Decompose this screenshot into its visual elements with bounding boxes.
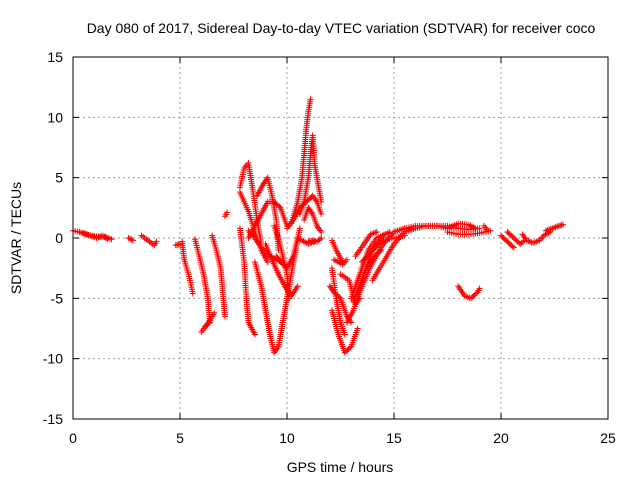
data-point [224, 209, 231, 216]
data-point [378, 247, 385, 254]
x-tick-label: 10 [279, 430, 295, 446]
data-point [259, 246, 266, 253]
data-point [276, 203, 283, 210]
data-track [455, 283, 483, 302]
y-tick-label: -5 [51, 290, 64, 306]
data-point [296, 225, 303, 232]
data-point [104, 236, 111, 243]
data-track [209, 232, 228, 320]
data-point [473, 290, 480, 297]
data-point [318, 235, 325, 241]
x-tick-label: 0 [69, 430, 77, 446]
data-point [341, 331, 348, 338]
axis-ticks: 0 5 10 15 20 25 -15 -10 -5 0 5 10 15 [43, 49, 616, 446]
data-point [316, 236, 323, 243]
data-point [472, 225, 479, 232]
y-tick-label: 0 [55, 230, 63, 246]
data-point [153, 238, 160, 245]
data-track [480, 222, 492, 234]
y-tick-label: -10 [43, 351, 63, 367]
chart-title: Day 080 of 2017, Sidereal Day-to-day VTE… [87, 20, 596, 36]
data-point [261, 247, 268, 254]
x-tick-label: 20 [493, 430, 509, 446]
data-point [297, 236, 304, 243]
x-tick-label: 15 [386, 430, 402, 446]
data-track [331, 256, 350, 268]
data-track [444, 220, 479, 232]
data-track [498, 232, 517, 251]
data-point [336, 294, 343, 301]
data-track [236, 160, 265, 248]
data-points [70, 96, 567, 356]
data-track [305, 235, 325, 245]
data-point [251, 331, 258, 338]
data-track [138, 232, 160, 249]
x-tick-label: 5 [176, 430, 184, 446]
data-track [125, 235, 136, 244]
data-point [343, 256, 350, 263]
data-track [271, 222, 293, 302]
data-track [198, 309, 218, 336]
data-point [510, 244, 517, 251]
data-track [245, 198, 290, 241]
data-track [328, 265, 348, 338]
data-point [129, 237, 136, 244]
data-track [179, 238, 196, 297]
data-point [128, 236, 135, 243]
data-point [264, 259, 271, 266]
data-track [80, 230, 111, 243]
data-track [70, 227, 115, 243]
x-tick-label: 25 [600, 430, 616, 446]
y-tick-label: 5 [55, 170, 63, 186]
data-point [221, 313, 228, 320]
data-track [301, 204, 325, 235]
data-point [284, 283, 290, 290]
data-point [211, 309, 218, 316]
data-track [296, 132, 325, 217]
data-point [258, 244, 265, 251]
y-tick-label: 10 [47, 109, 63, 125]
x-axis-label: GPS time / hours [287, 459, 394, 475]
data-point [373, 228, 380, 235]
data-track [369, 222, 451, 284]
data-track [221, 209, 231, 220]
data-point [318, 210, 325, 217]
data-track [288, 96, 314, 227]
data-track [352, 228, 380, 260]
data-track [328, 307, 361, 356]
data-point [318, 198, 325, 205]
data-point [485, 227, 492, 234]
data-point [476, 285, 483, 292]
data-point [386, 228, 393, 235]
data-point [318, 228, 325, 235]
data-track [354, 247, 385, 296]
data-point [294, 283, 301, 290]
data-point [354, 325, 361, 332]
data-track [273, 235, 318, 272]
y-tick-label: -15 [43, 411, 63, 427]
data-track [236, 225, 258, 338]
data-point [189, 290, 196, 297]
data-track [542, 221, 567, 234]
data-point [376, 248, 383, 255]
y-tick-label: 15 [47, 49, 63, 65]
grid-lines [73, 57, 608, 419]
y-axis-label: SDTVAR / TECUs [8, 182, 24, 294]
data-point [560, 221, 567, 228]
data-track [328, 237, 346, 266]
data-point [346, 344, 353, 351]
data-point [509, 243, 516, 250]
data-point [307, 96, 314, 103]
data-track [191, 236, 213, 330]
data-point [102, 235, 109, 241]
